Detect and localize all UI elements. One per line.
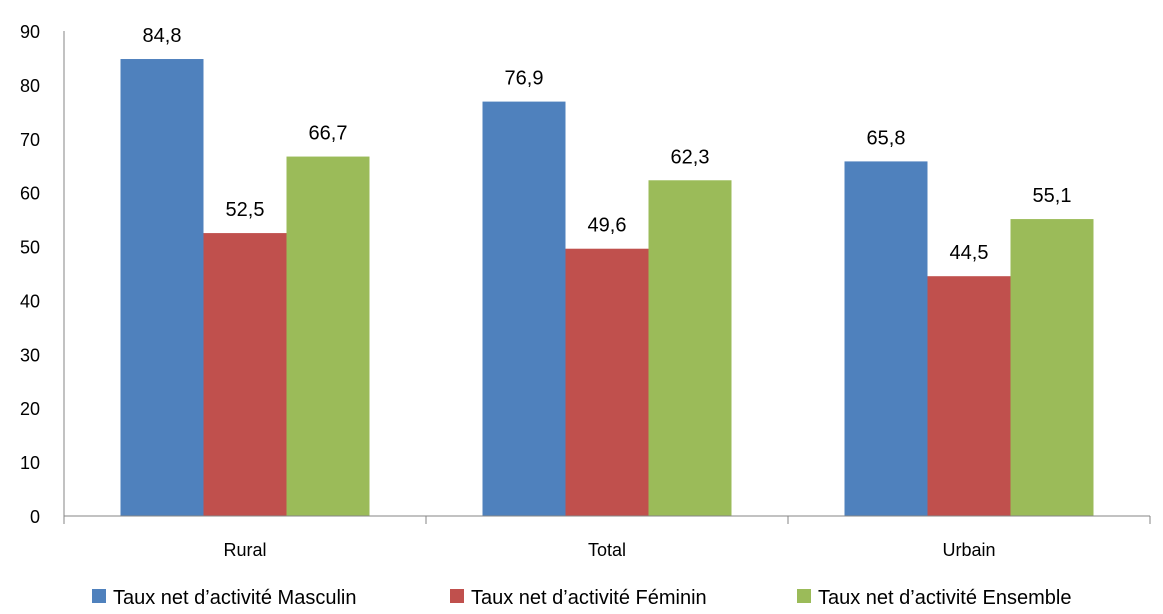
x-category-label: Total bbox=[588, 540, 626, 560]
y-tick-label: 20 bbox=[20, 399, 40, 419]
legend-label: Taux net d’activité Ensemble bbox=[818, 587, 1071, 609]
data-label: 76,9 bbox=[505, 68, 544, 90]
bar bbox=[648, 180, 732, 516]
bar bbox=[927, 276, 1011, 516]
data-label: 49,6 bbox=[588, 215, 627, 237]
y-tick-label: 40 bbox=[20, 291, 40, 311]
y-tick-label: 50 bbox=[20, 238, 40, 258]
legend-label: Taux net d’activité Féminin bbox=[471, 587, 707, 609]
y-tick-label: 10 bbox=[20, 453, 40, 473]
data-label: 66,7 bbox=[309, 123, 348, 145]
bar bbox=[1010, 219, 1094, 517]
x-axis-labels: Rural Total Urbain bbox=[223, 540, 995, 560]
x-category-label: Rural bbox=[223, 540, 266, 560]
data-label: 62,3 bbox=[671, 146, 710, 168]
data-label: 52,5 bbox=[226, 199, 265, 221]
legend-swatch bbox=[450, 589, 464, 603]
data-label: 55,1 bbox=[1033, 185, 1072, 207]
y-tick-label: 90 bbox=[20, 22, 40, 42]
y-tick-label: 80 bbox=[20, 76, 40, 96]
y-tick-label: 0 bbox=[30, 507, 40, 527]
y-tick-label: 60 bbox=[20, 184, 40, 204]
x-category-label: Urbain bbox=[942, 540, 995, 560]
bar bbox=[565, 248, 649, 516]
bar bbox=[120, 59, 204, 517]
y-tick-label: 30 bbox=[20, 345, 40, 365]
bars: 84,8 52,5 66,7 76,9 49,6 62,3 65,8 44,5 55,1 bbox=[120, 25, 1094, 517]
legend-label: Taux net d’activité Masculin bbox=[113, 587, 356, 609]
legend: Taux net d’activité Masculin Taux net d’a… bbox=[92, 587, 1071, 609]
legend-swatch bbox=[797, 589, 811, 603]
data-label: 65,8 bbox=[867, 127, 906, 149]
y-axis-ticks: 0 10 20 30 40 50 60 70 80 90 bbox=[20, 22, 40, 527]
bar bbox=[203, 233, 287, 517]
bar bbox=[844, 161, 928, 516]
axes bbox=[63, 31, 1151, 524]
data-label: 44,5 bbox=[950, 242, 989, 264]
y-tick-label: 70 bbox=[20, 130, 40, 150]
bar bbox=[286, 156, 370, 517]
data-label: 84,8 bbox=[143, 25, 182, 47]
legend-swatch bbox=[92, 589, 106, 603]
bar bbox=[482, 101, 566, 516]
